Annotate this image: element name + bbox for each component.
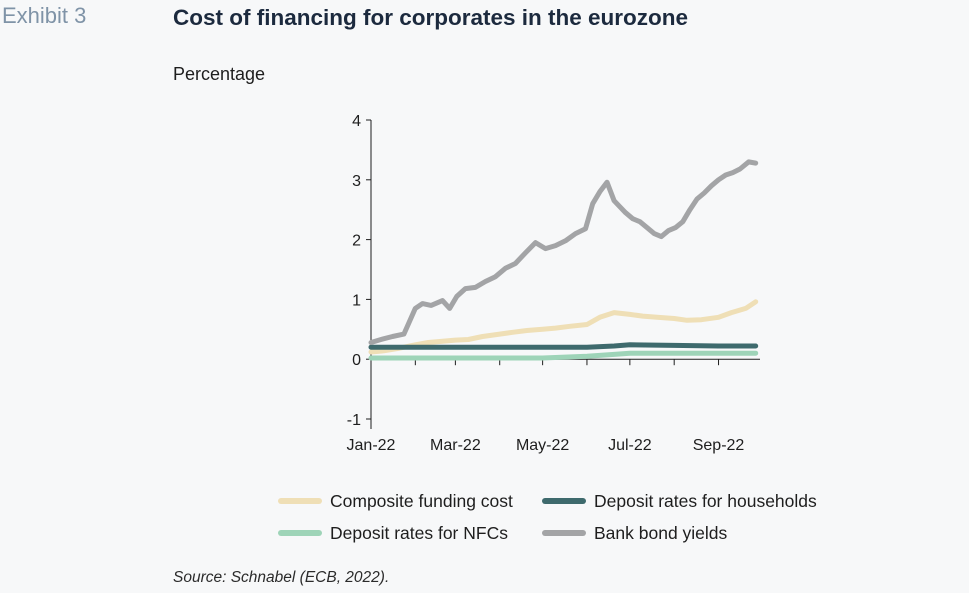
x-tick-label: Jan-22 <box>347 437 396 454</box>
y-tick-label: 3 <box>352 173 361 190</box>
series-line-composite <box>368 299 759 355</box>
legend-item-composite: Composite funding cost <box>278 490 542 512</box>
legend-swatch-composite <box>278 498 322 504</box>
legend-item-bank-bonds: Bank bond yields <box>542 522 862 544</box>
legend-label-bank-bonds: Bank bond yields <box>594 522 728 543</box>
exhibit-label: Exhibit 3 <box>2 3 87 28</box>
y-tick-label: -1 <box>347 412 361 429</box>
legend: Composite funding cost Deposit rates for… <box>278 490 878 544</box>
legend-swatch-nfcs <box>278 530 322 536</box>
legend-label-composite: Composite funding cost <box>330 490 513 511</box>
x-tick-label: Sep-22 <box>693 437 745 454</box>
source-note: Source: Schnabel (ECB, 2022). <box>173 569 390 586</box>
legend-item-households: Deposit rates for households <box>542 490 862 512</box>
series-line-households <box>368 342 759 350</box>
series-line-nfcs <box>368 350 759 361</box>
series-lines <box>368 159 759 361</box>
x-tick-label: May-22 <box>516 437 569 454</box>
chart-title: Cost of financing for corporates in the … <box>173 5 689 30</box>
legend-label-nfcs: Deposit rates for NFCs <box>330 522 508 543</box>
x-tick-label: Mar-22 <box>430 437 481 454</box>
y-tick-label: 4 <box>352 113 361 130</box>
y-tick-label: 1 <box>352 292 361 309</box>
x-axis: Jan-22 Mar-22 May-22 Jul-22 Sep-22 <box>347 359 745 454</box>
chart-subtitle: Percentage <box>173 64 266 84</box>
y-tick-label: 0 <box>352 352 361 369</box>
y-axis: -1 0 1 2 3 4 <box>347 113 371 429</box>
x-tick-label: Jul-22 <box>608 437 652 454</box>
legend-item-nfcs: Deposit rates for NFCs <box>278 522 542 544</box>
y-tick-label: 2 <box>352 233 361 250</box>
legend-swatch-bank-bonds <box>542 530 586 536</box>
legend-label-households: Deposit rates for households <box>594 490 817 511</box>
series-line-bank-bonds <box>368 159 759 345</box>
legend-swatch-households <box>542 498 586 504</box>
